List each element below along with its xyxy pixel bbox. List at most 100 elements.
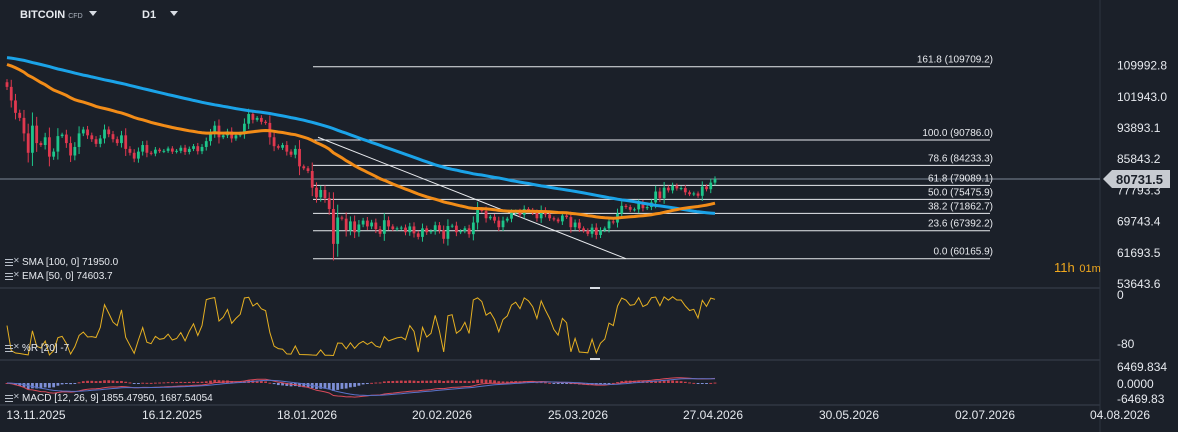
macd-histogram-bar	[493, 380, 496, 383]
candle-down	[18, 112, 22, 118]
macd-histogram-bar	[391, 380, 395, 383]
candle-down	[251, 114, 255, 120]
fibonacci-retracement[interactable]: 161.8 (109709.2) 100.0 (90786.0) 78.6 (842…	[313, 55, 993, 260]
candle-up	[671, 185, 675, 191]
candle-down	[315, 187, 318, 198]
price-tick-label: 53643.6	[1117, 277, 1161, 291]
symbol-selector[interactable]: BITCOIN CFD	[20, 9, 97, 21]
wr-handle-top	[590, 287, 600, 289]
current-price-label: 80731.5	[1116, 172, 1163, 187]
candle-up	[234, 135, 238, 139]
settings-close-icon[interactable]	[5, 270, 20, 281]
macd-histogram-bar	[404, 380, 407, 383]
countdown-hours: 11h	[1054, 260, 1075, 275]
wr-handle-bottom	[590, 358, 600, 360]
candle-up	[382, 220, 386, 234]
macd-histogram-bar	[463, 380, 467, 383]
macd-histogram-bar	[64, 383, 68, 384]
williams-r-panel: 0 -80	[6, 287, 1135, 360]
date-tick-label: 25.03.2026	[548, 408, 608, 422]
fib-level-label: 38.2 (71862.7)	[928, 201, 993, 212]
macd-histogram-bar	[349, 383, 352, 388]
candle-down	[658, 191, 662, 199]
macd-histogram-bar	[204, 381, 208, 383]
settings-close-icon[interactable]	[5, 342, 20, 353]
macd-legend[interactable]: MACD [12, 26, 9] 1855.47950, 1687.54054	[5, 392, 213, 404]
symbol-type-label: CFD	[68, 13, 83, 20]
candle-up	[501, 220, 505, 228]
macd-histogram-bar	[361, 383, 365, 385]
candle-up	[709, 182, 713, 190]
price-axis: 109992.8101943.093893.185843.277793.3697…	[1103, 59, 1170, 291]
candle-up	[137, 151, 140, 159]
macd-histogram-bar	[467, 381, 471, 383]
macd-histogram-bar	[658, 380, 662, 383]
macd-tick-label: -6469.83	[1117, 392, 1165, 406]
chevron-down-icon	[170, 11, 179, 16]
macd-histogram-bar	[501, 381, 505, 383]
macd-histogram-bar	[111, 380, 115, 383]
macd-histogram-bar	[90, 380, 94, 383]
candle-up	[52, 151, 56, 157]
macd-histogram-bar	[671, 380, 675, 383]
macd-histogram-bar	[179, 381, 183, 383]
candle-down	[111, 134, 115, 140]
candle-up	[81, 129, 85, 134]
candle-down	[47, 137, 51, 157]
macd-histogram-bar	[459, 380, 463, 383]
candle-up	[336, 217, 340, 244]
grid	[0, 0, 1101, 432]
candle-countdown: 11h 01m	[1054, 260, 1101, 275]
candle-down	[272, 137, 276, 147]
fib-level-label: 61.8 (79089.1)	[928, 173, 993, 184]
date-tick-label: 04.08.2026	[1090, 408, 1150, 422]
settings-close-icon[interactable]	[5, 392, 20, 403]
macd-histogram-bar	[370, 382, 373, 384]
macd-histogram-bar	[268, 382, 272, 384]
macd-histogram-bar	[696, 383, 700, 384]
candle-up	[603, 228, 607, 231]
macd-histogram-bar	[196, 381, 200, 383]
price-tick-label: 93893.1	[1117, 121, 1161, 135]
macd-histogram-bar	[433, 380, 437, 383]
wr-legend[interactable]: %R [20] -7	[5, 342, 69, 354]
candle-up	[573, 222, 577, 228]
candle-up	[187, 148, 191, 152]
candle-down	[107, 129, 111, 135]
date-tick-label: 30.05.2026	[819, 408, 879, 422]
wr-tick-label: 0	[1117, 288, 1124, 302]
candle-up	[293, 148, 297, 155]
candle-up	[60, 134, 64, 137]
macd-histogram-bar	[353, 383, 357, 387]
macd-histogram-bar	[128, 382, 132, 384]
macd-histogram-bar	[302, 383, 306, 388]
ema-legend[interactable]: EMA [50, 0] 74603.7	[5, 270, 113, 282]
settings-close-icon[interactable]	[5, 256, 20, 267]
macd-histogram-bar	[421, 380, 424, 383]
macd-histogram-bar	[429, 380, 433, 383]
macd-histogram-bar	[395, 380, 399, 383]
candle-down	[552, 218, 556, 220]
candle-down	[628, 207, 632, 210]
candle-up	[319, 189, 323, 198]
macd-histogram-bar	[620, 381, 624, 383]
date-tick-label: 13.11.2025	[6, 408, 65, 422]
macd-histogram-bar	[31, 383, 34, 389]
candle-down	[624, 205, 628, 208]
sma-legend[interactable]: SMA [100, 0] 71950.0	[5, 256, 118, 268]
candle-down	[302, 166, 306, 169]
macd-tick-label: 0.0000	[1117, 377, 1154, 391]
price-tick-label: 61693.5	[1117, 246, 1161, 260]
candle-up	[175, 150, 178, 152]
macd-histogram-bar	[73, 383, 77, 384]
macd-histogram-bar	[77, 382, 81, 384]
macd-histogram-bar	[124, 381, 128, 383]
candle-down	[158, 149, 162, 152]
macd-histogram-bar	[22, 383, 26, 388]
candle-down	[353, 221, 357, 233]
macd-histogram-bar	[637, 380, 641, 383]
price-tick-label: 109992.8	[1117, 59, 1167, 73]
timeframe-selector[interactable]: D1	[142, 9, 179, 21]
macd-tick-label: 6469.834	[1117, 360, 1167, 374]
